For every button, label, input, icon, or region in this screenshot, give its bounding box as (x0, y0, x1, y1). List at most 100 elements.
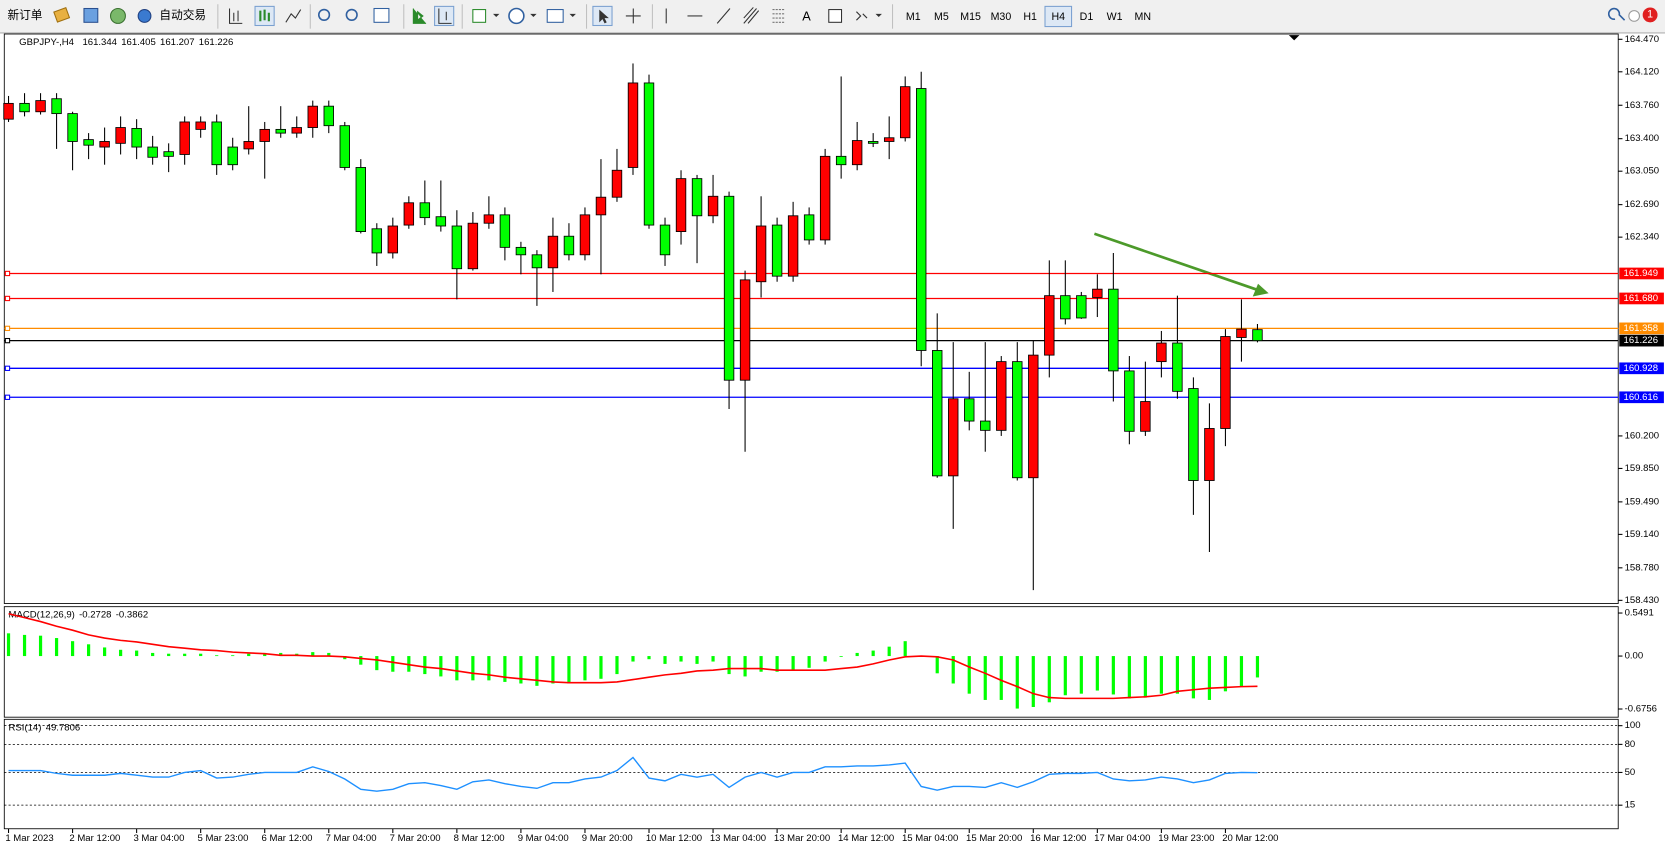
timeframe-button[interactable]: M1 (906, 11, 921, 23)
indicators-icon[interactable] (472, 9, 487, 23)
label-icon[interactable] (828, 9, 843, 23)
text-tool[interactable]: A (802, 8, 811, 23)
candle-body (275, 128, 286, 134)
candle-body (1044, 295, 1055, 356)
candle-body (723, 195, 735, 381)
histogram-bar (903, 641, 907, 657)
price-level-handle (4, 337, 11, 344)
auto-trading-icon[interactable] (137, 9, 152, 23)
shift-icon-pressed[interactable] (434, 5, 455, 27)
macd-panel (3, 606, 1619, 718)
icon[interactable] (83, 7, 99, 23)
arrows-icon[interactable] (856, 11, 868, 21)
zoom-in-icon[interactable] (317, 8, 331, 21)
candle-body (323, 105, 334, 127)
shift-marker (1288, 35, 1300, 41)
timeframe-button[interactable]: M15 (960, 11, 981, 23)
timeframe-pressed[interactable] (1044, 5, 1073, 28)
bar-chart-icon[interactable] (228, 8, 243, 24)
trendline-icon[interactable] (716, 8, 731, 24)
candle-body (99, 141, 110, 148)
channel-icon[interactable] (743, 7, 760, 24)
candle-body (771, 224, 783, 277)
price-level-handle (4, 295, 11, 302)
y-tick-label: 160.200 (1625, 430, 1660, 441)
timeframe-bar: M1 M5 M15 M30 H1 H4 D1 W1 MN (906, 5, 1152, 28)
x-tick-label: 1 Mar 2023 (5, 833, 53, 844)
histogram-bar (215, 655, 219, 657)
histogram-bar (1159, 656, 1163, 694)
histogram-bar (135, 650, 139, 657)
histogram-bar (6, 633, 11, 657)
candle-body (67, 113, 78, 142)
crosshair-icon[interactable] (625, 8, 641, 24)
candle-body (243, 141, 254, 150)
shift-icon[interactable] (438, 8, 452, 24)
candle-body (755, 225, 767, 283)
x-tick-label: 13 Mar 04:00 (710, 833, 766, 844)
candle-body (916, 88, 927, 351)
histogram-bar (967, 656, 971, 694)
histogram-bar (1255, 656, 1260, 678)
candle-body (579, 214, 591, 256)
templates-icon[interactable] (546, 9, 564, 23)
dropdown-arrow[interactable] (530, 13, 537, 17)
x-tick-label: 9 Mar 04:00 (518, 833, 569, 844)
candle-icon[interactable] (259, 9, 270, 22)
dropdown-arrow[interactable] (569, 13, 576, 17)
candle-body (964, 398, 975, 422)
periods-icon[interactable] (508, 7, 525, 25)
timeframe-button[interactable]: W1 (1107, 11, 1123, 23)
candle-body (819, 155, 831, 241)
panel-0: 164.470 164.120 163.760 163.400 163.050 162.6… (3, 34, 1664, 844)
x-tick-label: 15 Mar 04:00 (902, 833, 958, 844)
histogram-bar (375, 656, 379, 671)
candle-body (932, 350, 943, 477)
histogram-bar (807, 656, 811, 668)
x-tick-label: 8 Mar 12:00 (454, 833, 505, 844)
histogram-bar (855, 652, 859, 657)
icon[interactable] (109, 7, 126, 24)
histogram-bar (1063, 656, 1067, 696)
message-icon[interactable] (1628, 10, 1640, 22)
dropdown-arrow[interactable] (493, 13, 500, 17)
histogram-bar (487, 656, 491, 681)
line-chart-icon[interactable] (285, 9, 302, 23)
candle-body (835, 155, 847, 166)
search-icon[interactable] (1607, 7, 1626, 21)
indicator-title: RSI(14) (9, 722, 42, 733)
timeframe-button[interactable]: H1 (1023, 11, 1037, 23)
histogram-bar (567, 656, 571, 684)
new-order-button[interactable]: 新订单 (7, 8, 42, 22)
timeframe-button[interactable]: M30 (991, 11, 1012, 23)
candle-body (1124, 370, 1135, 432)
histogram-bar (311, 652, 315, 657)
dropdown-arrow[interactable] (875, 13, 882, 17)
y-tick-label: -0.6756 (1625, 704, 1657, 715)
timeframe-button[interactable]: M5 (934, 11, 949, 23)
toolbar: 新订单 自动交易 A (0, 0, 1665, 34)
candle-body (547, 235, 559, 269)
cursor-icon[interactable] (599, 9, 609, 24)
tile-icon[interactable] (373, 7, 390, 23)
histogram-bar (1223, 656, 1228, 692)
timeframe-button[interactable]: MN (1135, 11, 1152, 23)
header-value: 161.405 (121, 37, 156, 48)
histogram-bar (1191, 656, 1196, 699)
timeframe-button[interactable]: D1 (1080, 11, 1094, 23)
timeframe-button[interactable]: H4 (1052, 11, 1066, 23)
rsi-panel (3, 718, 1619, 830)
fibo-icon[interactable] (772, 9, 786, 23)
candle-body (451, 225, 463, 270)
notification-badge[interactable] (1642, 7, 1658, 23)
candle-body (691, 178, 703, 217)
icon[interactable] (53, 7, 71, 23)
autoscroll-icon[interactable] (412, 8, 427, 24)
x-tick-label: 16 Mar 12:00 (1030, 833, 1086, 844)
candle-body (147, 146, 158, 158)
candle-body (371, 228, 383, 254)
auto-trading-button[interactable]: 自动交易 (159, 8, 206, 22)
histogram-bar (679, 656, 683, 662)
zoom-out-icon[interactable] (345, 8, 358, 21)
